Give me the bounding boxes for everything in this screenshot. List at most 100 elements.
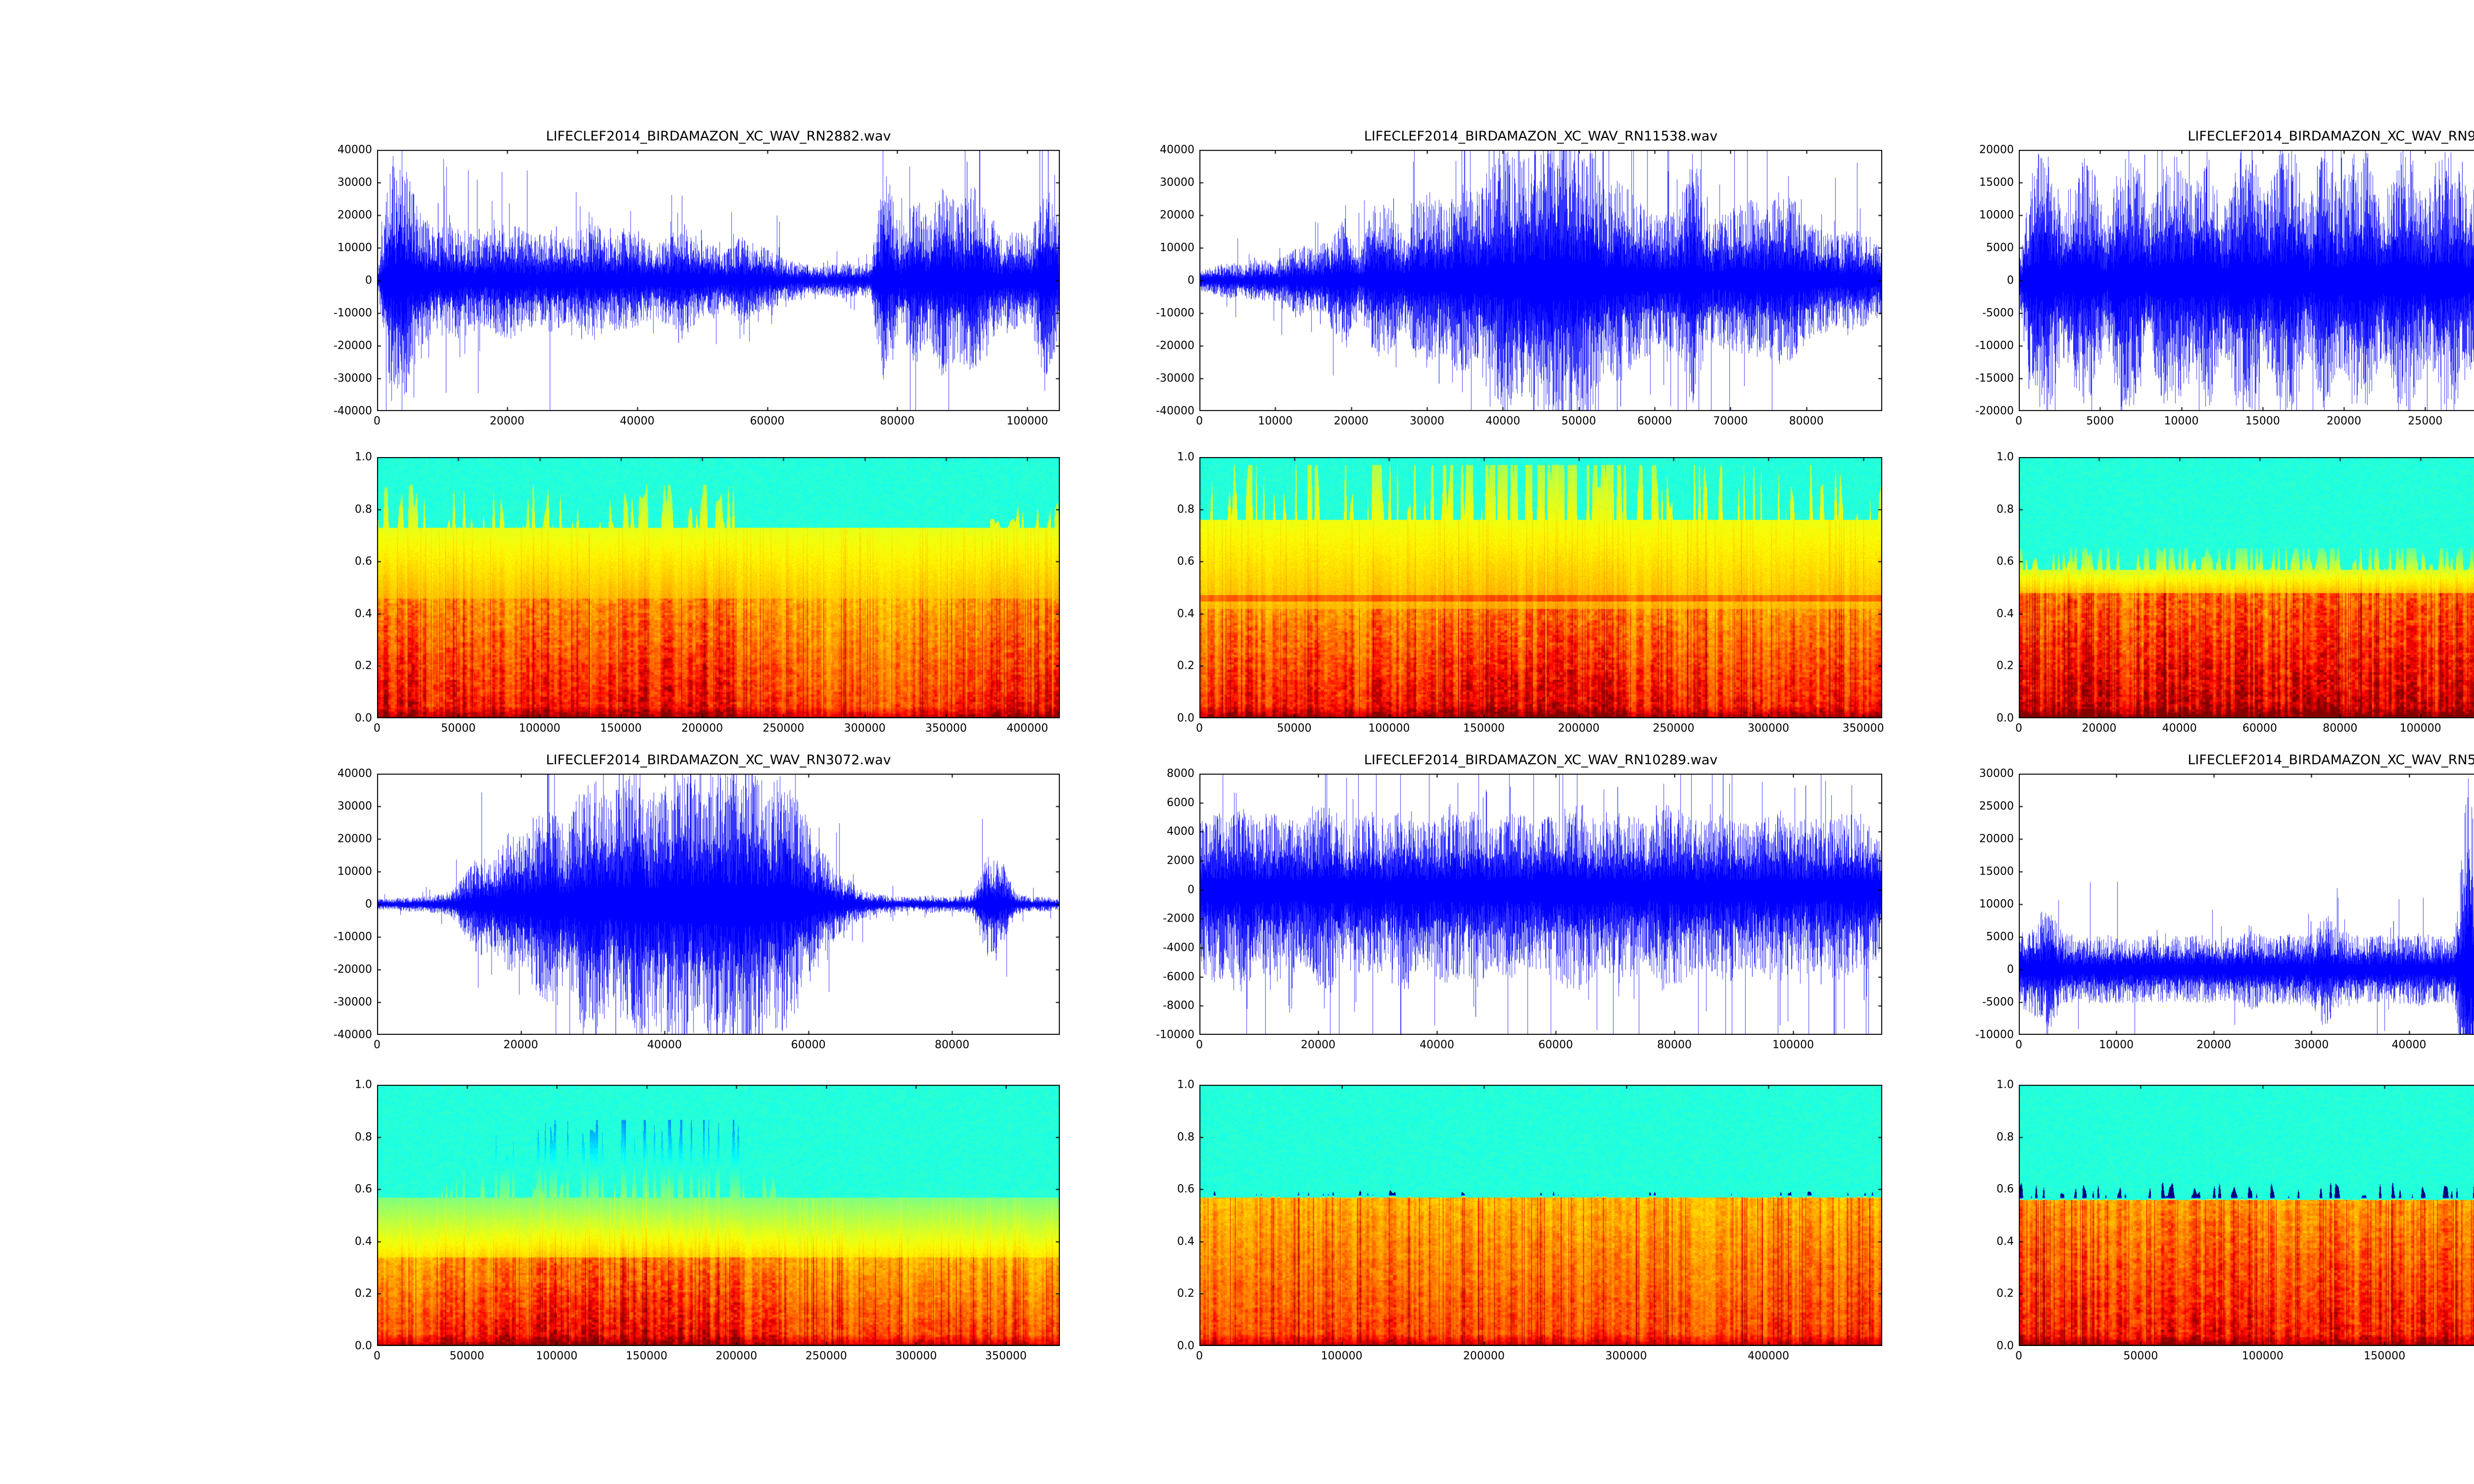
x-tick-label: 150000 — [625, 1350, 667, 1362]
y-tick-label: 1.0 — [1177, 1078, 1194, 1091]
y-tick-label: 20000 — [1979, 833, 2014, 845]
x-tick-label: 0 — [1196, 1039, 1203, 1051]
y-tick-label: 0.2 — [355, 1287, 372, 1300]
y-tick-label: 2000 — [1167, 854, 1194, 867]
y-tick-label: 30000 — [337, 800, 372, 813]
spectrogram-canvas — [2019, 1085, 2474, 1346]
y-tick-label: 30000 — [1160, 176, 1194, 189]
y-tick-label: 0.8 — [1997, 1131, 2014, 1144]
x-tick-label: 0 — [374, 1039, 381, 1051]
y-tick-label: 0.2 — [1997, 659, 2014, 672]
subplot-spectrogram-2 — [1199, 457, 1882, 718]
y-tick-label: 10000 — [1979, 209, 2014, 222]
y-tick-label: 0.8 — [1177, 1131, 1194, 1144]
y-tick-label: 0 — [1188, 883, 1194, 896]
plot-title: LIFECLEF2014_BIRDAMAZON_XC_WAV_RN10289.w… — [1364, 752, 1718, 768]
y-tick-label: 0.4 — [1177, 1235, 1194, 1248]
plot-title: LIFECLEF2014_BIRDAMAZON_XC_WAV_RN9509.wa… — [2188, 129, 2474, 144]
x-tick-label: 40000 — [2391, 1039, 2426, 1051]
y-tick-label: 0.2 — [1177, 1287, 1194, 1300]
subplot-waveform-rn5840 — [2019, 774, 2474, 1035]
x-tick-label: 200000 — [1558, 722, 1600, 735]
x-tick-label: 80000 — [1789, 415, 1824, 427]
x-tick-label: 0 — [1196, 1350, 1203, 1362]
x-tick-label: 60000 — [750, 415, 785, 427]
x-tick-label: 200000 — [715, 1350, 758, 1362]
x-tick-label: 350000 — [1842, 722, 1884, 735]
subplot-waveform-rn11538 — [1199, 150, 1882, 411]
x-tick-label: 20000 — [2082, 722, 2117, 735]
x-tick-label: 25000 — [2408, 415, 2443, 427]
y-tick-label: 0.8 — [355, 1131, 372, 1144]
y-tick-label: 1.0 — [1997, 451, 2014, 464]
y-tick-label: 4000 — [1167, 825, 1194, 838]
y-tick-label: -40000 — [1156, 405, 1194, 417]
spectrogram-canvas — [1199, 1085, 1882, 1346]
y-tick-label: 0.6 — [1177, 1183, 1194, 1196]
x-tick-label: 200000 — [681, 722, 723, 735]
y-tick-label: 0 — [2007, 274, 2014, 287]
x-tick-label: 150000 — [600, 722, 642, 735]
x-tick-label: 80000 — [935, 1039, 970, 1051]
x-tick-label: 250000 — [762, 722, 805, 735]
spectrogram-canvas — [1199, 457, 1882, 718]
y-tick-label: -40000 — [333, 405, 372, 417]
x-tick-label: 100000 — [2399, 722, 2441, 735]
x-tick-label: 10000 — [2164, 415, 2199, 427]
x-tick-label: 80000 — [1657, 1039, 1692, 1051]
x-tick-label: 100000 — [2241, 1350, 2284, 1362]
y-tick-label: 25000 — [1979, 800, 2014, 813]
x-tick-label: 5000 — [2086, 415, 2114, 427]
x-tick-label: 0 — [2015, 1350, 2022, 1362]
x-tick-label: 50000 — [441, 722, 476, 735]
x-tick-label: 350000 — [985, 1350, 1027, 1362]
subplot-waveform-rn2882 — [377, 150, 1060, 411]
y-tick-label: 0.4 — [355, 607, 372, 620]
x-tick-label: 60000 — [791, 1039, 826, 1051]
x-tick-label: 100000 — [1368, 722, 1410, 735]
y-tick-label: -10000 — [1156, 1028, 1194, 1041]
x-tick-label: 300000 — [844, 722, 886, 735]
waveform-canvas — [2019, 774, 2474, 1035]
y-tick-label: 0.0 — [1177, 712, 1194, 725]
x-tick-label: 30000 — [1410, 415, 1444, 427]
y-tick-label: -5000 — [1982, 996, 2014, 1009]
x-tick-label: 20000 — [489, 415, 524, 427]
y-tick-label: -30000 — [1156, 372, 1194, 385]
waveform-canvas — [377, 774, 1060, 1035]
y-tick-label: 0.8 — [355, 503, 372, 516]
y-tick-label: 0.8 — [1997, 503, 2014, 516]
subplot-spectrogram-6 — [2019, 1085, 2474, 1346]
y-tick-label: 0.0 — [355, 712, 372, 725]
y-tick-label: 0 — [1188, 274, 1194, 287]
y-tick-label: 0.6 — [355, 1183, 372, 1196]
y-tick-label: -20000 — [333, 339, 372, 352]
y-tick-label: -2000 — [1163, 912, 1194, 925]
x-tick-label: 15000 — [2245, 415, 2280, 427]
x-tick-label: 50000 — [1561, 415, 1596, 427]
y-tick-label: 0.0 — [1997, 712, 2014, 725]
y-tick-label: 20000 — [337, 209, 372, 222]
x-tick-label: 20000 — [2327, 415, 2362, 427]
y-tick-label: 0.4 — [1177, 607, 1194, 620]
subplot-spectrogram-4 — [377, 1085, 1060, 1346]
x-tick-label: 20000 — [1333, 415, 1369, 427]
plot-title: LIFECLEF2014_BIRDAMAZON_XC_WAV_RN3072.wa… — [546, 752, 891, 768]
y-tick-label: -20000 — [1156, 339, 1194, 352]
x-tick-label: 250000 — [1653, 722, 1695, 735]
x-tick-label: 100000 — [1006, 415, 1048, 427]
y-tick-label: -10000 — [333, 307, 372, 320]
y-tick-label: 0 — [365, 274, 372, 287]
subplot-waveform-rn10289 — [1199, 774, 1882, 1035]
y-tick-label: 10000 — [1979, 898, 2014, 911]
y-tick-label: 1.0 — [1997, 1078, 2014, 1091]
y-tick-label: 20000 — [1160, 209, 1194, 222]
x-tick-label: 300000 — [895, 1350, 937, 1362]
y-tick-label: 0.2 — [355, 659, 372, 672]
x-tick-label: 400000 — [1748, 1350, 1789, 1362]
spectrogram-canvas — [377, 457, 1060, 718]
y-tick-label: -40000 — [333, 1028, 372, 1041]
x-tick-label: 60000 — [1538, 1039, 1573, 1051]
y-tick-label: 0.4 — [1997, 1235, 2014, 1248]
